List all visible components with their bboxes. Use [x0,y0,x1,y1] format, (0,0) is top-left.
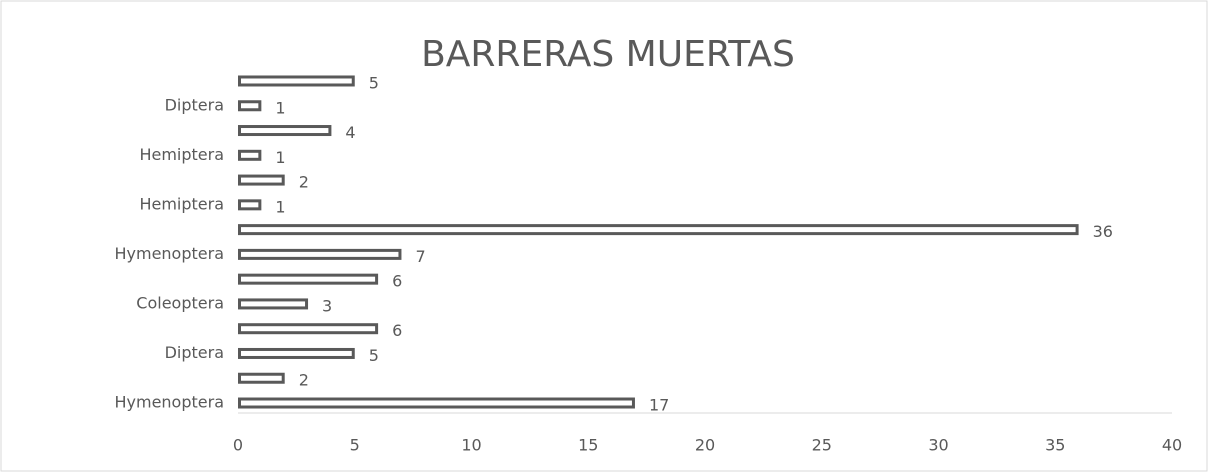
bar [238,174,285,186]
data-label: 6 [392,272,402,291]
x-tick-label: 20 [695,436,715,455]
data-label: 7 [415,247,425,266]
bar [238,100,262,112]
data-label: 1 [275,197,285,216]
y-tick-label: Hemiptera [139,194,224,213]
bar [238,347,355,359]
bar [238,75,355,87]
y-tick-label: Diptera [165,95,224,114]
x-tick-label: 25 [812,436,832,455]
y-tick-label: Diptera [165,343,224,362]
x-tick-label: 30 [928,436,948,455]
data-label: 5 [369,346,379,365]
data-label: 4 [345,123,355,142]
bar [238,273,379,285]
x-tick-label: 5 [350,436,360,455]
data-label: 36 [1093,222,1113,241]
y-tick-label: Coleoptera [136,293,224,312]
y-tick-label: Hemiptera [139,145,224,164]
bar [238,372,285,384]
bar [238,323,379,335]
data-label: 17 [649,396,669,415]
y-tick-label: Hymenoptera [114,393,224,412]
bar [238,125,332,137]
data-label: 2 [299,173,309,192]
bar [238,397,635,409]
x-tick-label: 10 [461,436,481,455]
y-tick-label: Hymenoptera [114,244,224,263]
data-label: 6 [392,321,402,340]
data-label: 2 [299,371,309,390]
data-label: 5 [369,73,379,92]
data-label: 1 [275,148,285,167]
x-tick-label: 15 [578,436,598,455]
bar [238,224,1079,236]
bar [238,248,402,260]
data-label: 3 [322,296,332,315]
x-tick-label: 0 [233,436,243,455]
chart-title: BARRERAS MUERTAS [421,34,795,75]
x-tick-label: 35 [1045,436,1065,455]
data-label: 1 [275,98,285,117]
x-tick-label: 40 [1162,436,1182,455]
bar [238,149,262,161]
bar [238,199,262,211]
bar [238,298,309,310]
